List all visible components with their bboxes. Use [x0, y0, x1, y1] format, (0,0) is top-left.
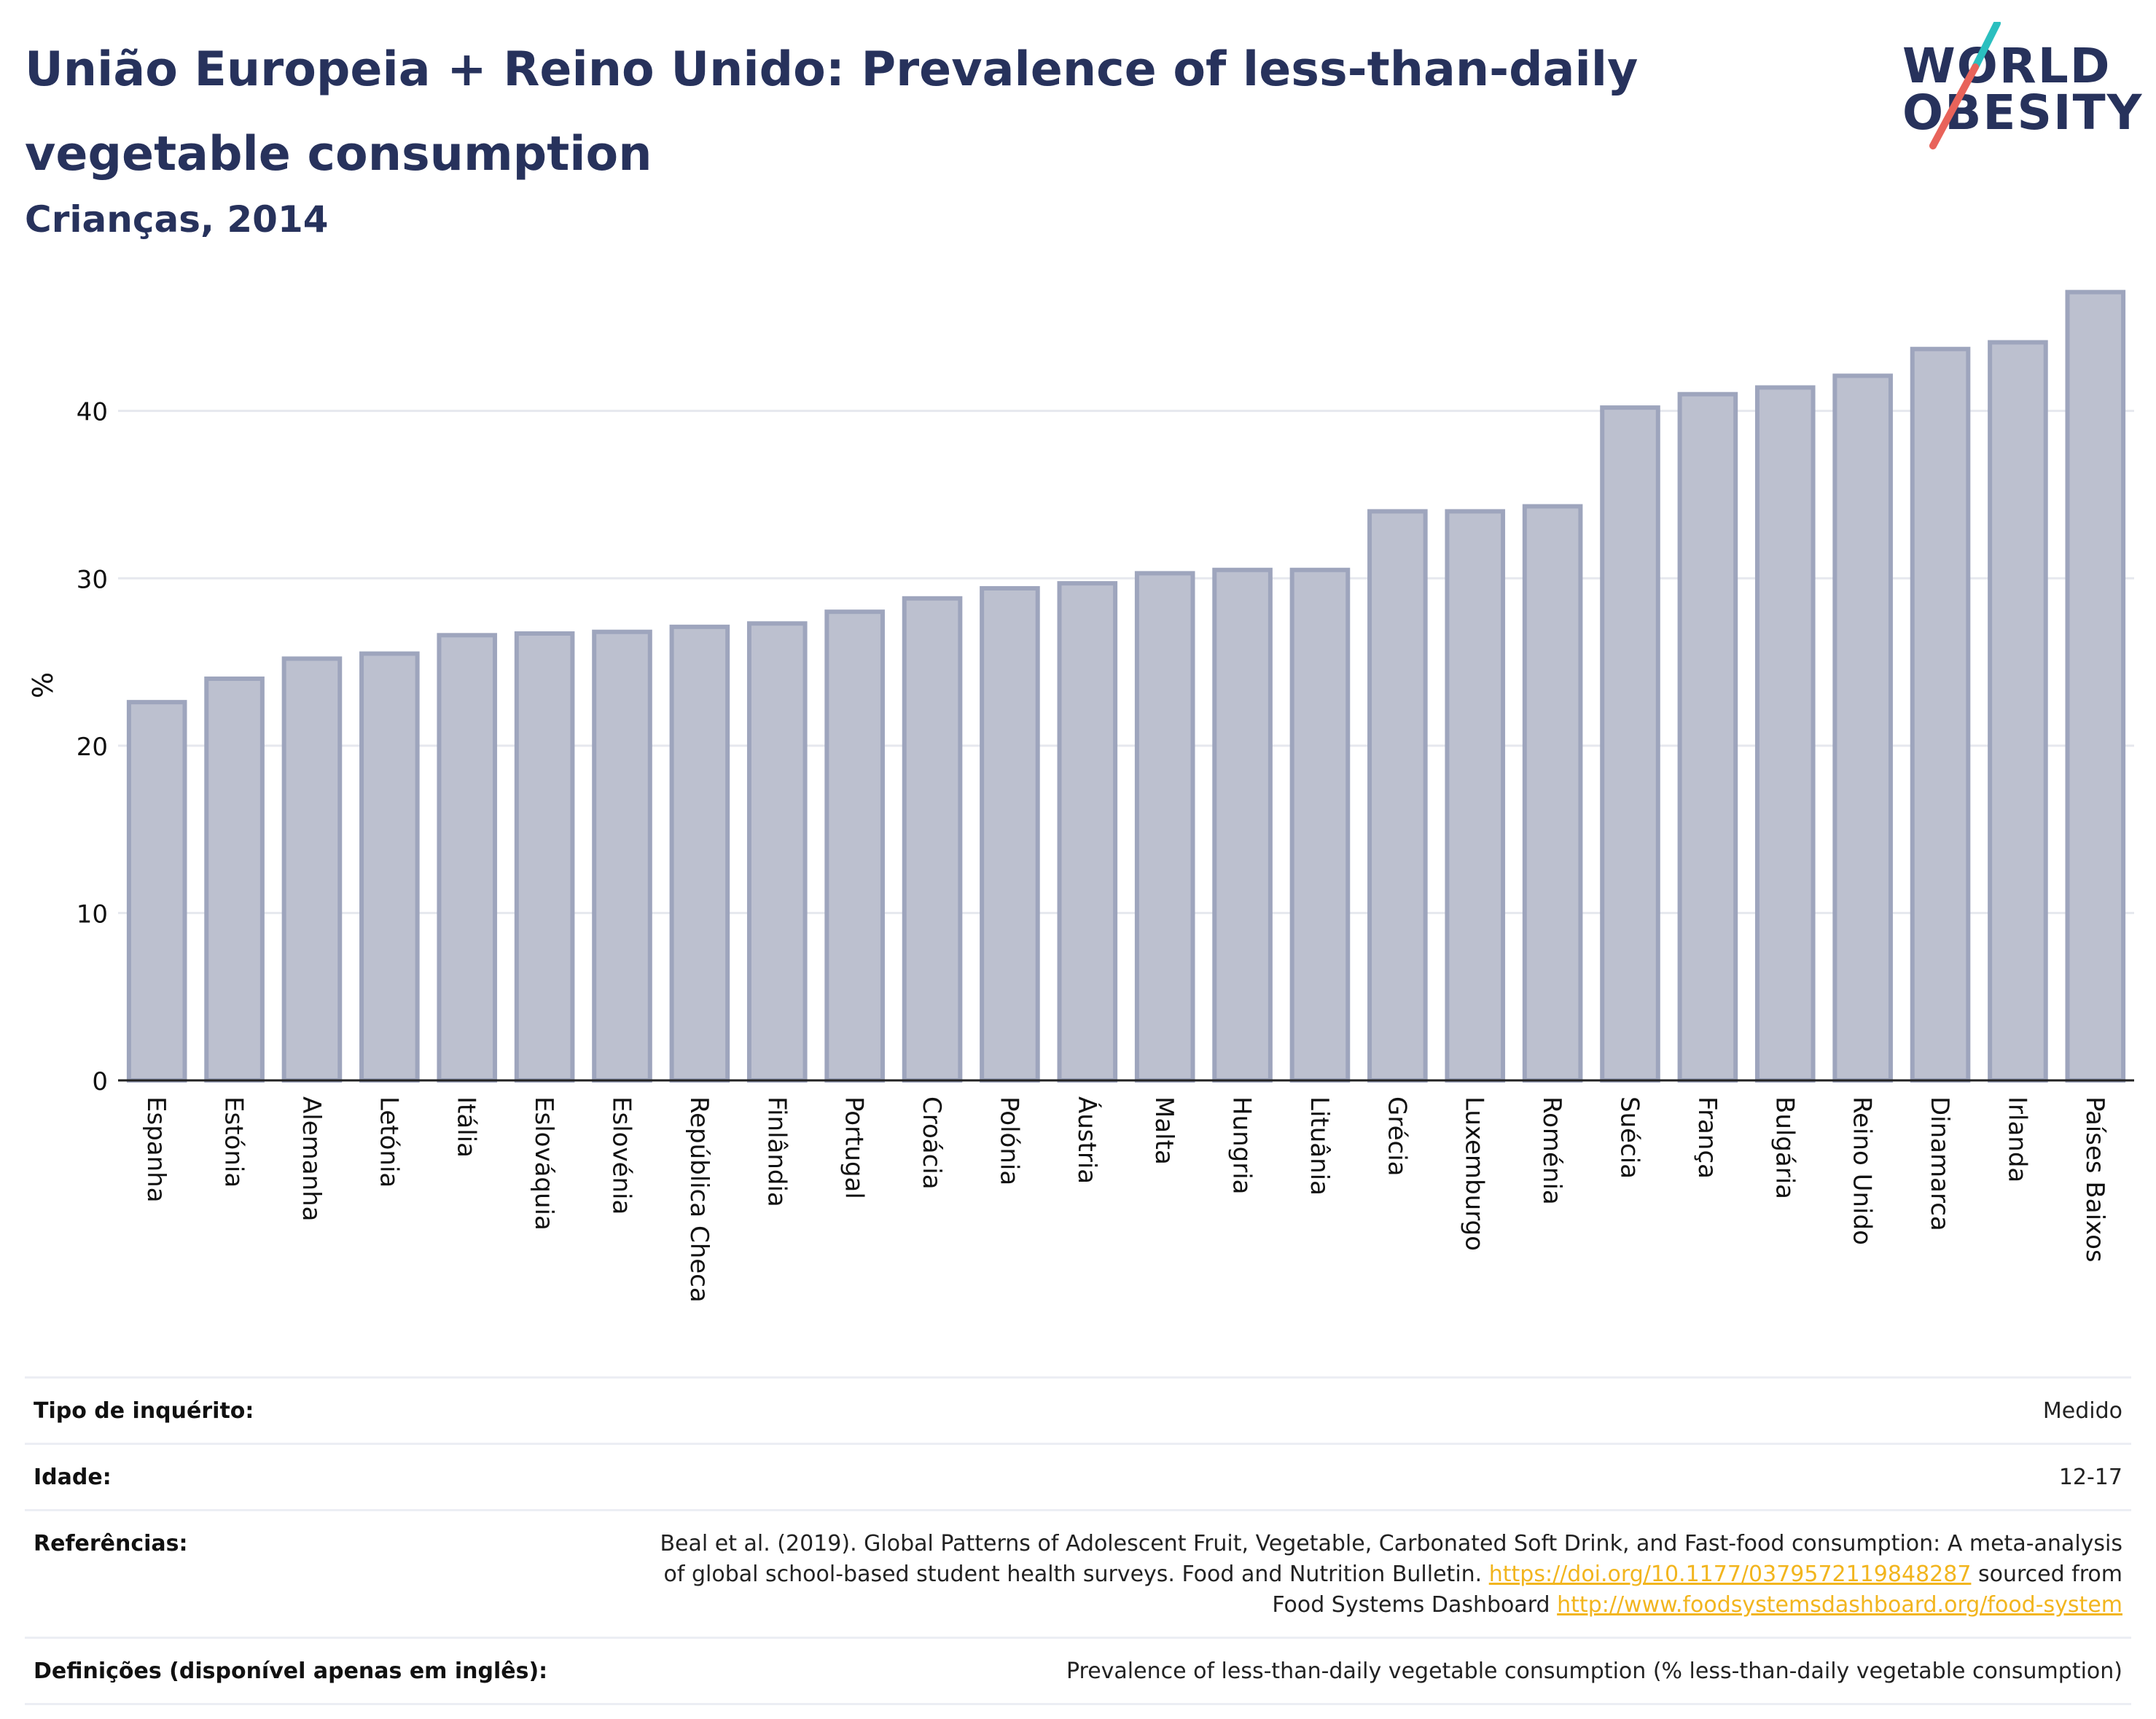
doi-link[interactable]: https://doi.org/10.1177/0379572119848287	[1488, 1562, 1972, 1587]
x-tick-label: França	[1692, 1096, 1722, 1179]
x-tick-label: República Checa	[684, 1096, 714, 1303]
bar[interactable]	[902, 596, 963, 1083]
bar[interactable]	[669, 624, 730, 1083]
x-tick-label: Croácia	[917, 1096, 946, 1190]
y-tick-label: 20	[77, 733, 108, 762]
meta-value-references: Beal et al. (2019). Global Patterns of A…	[625, 1509, 2131, 1639]
chart-title: União Europeia + Reino Unido: Prevalence…	[25, 42, 1639, 182]
bar[interactable]	[126, 700, 187, 1083]
y-tick-label: 40	[77, 398, 108, 427]
meta-value: 12-17	[625, 1443, 2131, 1511]
x-tick-label: Eslováquia	[529, 1096, 558, 1231]
bar[interactable]	[281, 656, 343, 1083]
bar[interactable]	[1677, 391, 1738, 1083]
bar[interactable]	[2065, 289, 2126, 1083]
x-tick-label: Polónia	[994, 1096, 1023, 1185]
y-tick-label: 0	[92, 1067, 108, 1096]
logo-word-world: WORLD	[1902, 38, 2112, 94]
meta-row-references: Referências: Beal et al. (2019). Global …	[25, 1509, 2131, 1639]
x-tick-label: Dinamarca	[1925, 1096, 1954, 1231]
bar[interactable]	[1988, 340, 2048, 1083]
y-tick-label: 10	[77, 900, 108, 929]
bar[interactable]	[1134, 571, 1195, 1083]
x-tick-label: Malta	[1149, 1096, 1179, 1165]
bar[interactable]	[1445, 509, 1506, 1083]
meta-label: Tipo de inquérito:	[25, 1376, 625, 1445]
bar[interactable]	[437, 633, 498, 1083]
bar[interactable]	[1057, 581, 1118, 1083]
x-tick-label: Estónia	[219, 1096, 249, 1188]
bar[interactable]	[359, 651, 420, 1083]
meta-row-definitions: Definições (disponível apenas em inglês)…	[25, 1637, 2131, 1705]
bar[interactable]	[1212, 567, 1273, 1083]
x-tick-label: Bulgária	[1770, 1096, 1799, 1199]
x-tick-label: Lituânia	[1305, 1096, 1334, 1196]
bar[interactable]	[204, 677, 265, 1083]
food-systems-link[interactable]: http://www.foodsystemsdashboard.org/food…	[1557, 1592, 2122, 1618]
bar[interactable]	[1832, 373, 1893, 1083]
bar[interactable]	[980, 586, 1040, 1083]
x-tick-label: Eslovénia	[607, 1096, 636, 1215]
x-tick-label: Luxemburgo	[1460, 1096, 1489, 1251]
meta-label: Definições (disponível apenas em inglês)…	[25, 1637, 625, 1705]
meta-label: Idade:	[25, 1443, 625, 1511]
x-tick-label: Países Baixos	[2080, 1096, 2109, 1263]
world-obesity-logo: WORLD OBESITY	[1902, 22, 2143, 160]
x-tick-label: Áustria	[1072, 1096, 1102, 1184]
bar[interactable]	[592, 629, 652, 1083]
x-tick-label: Irlanda	[2002, 1096, 2031, 1182]
y-tick-label: 30	[77, 565, 108, 594]
x-tick-label: Hungria	[1227, 1096, 1257, 1195]
bar[interactable]	[824, 609, 885, 1083]
bar[interactable]	[1910, 346, 1971, 1083]
bar-chart: 0 10 20 30 40 Espanha Estónia Alemanha Letónia It…	[27, 289, 2134, 1303]
bar[interactable]	[1754, 385, 1816, 1083]
x-tick-label: Finlândia	[762, 1096, 791, 1207]
bar[interactable]	[514, 631, 575, 1083]
bar[interactable]	[1600, 405, 1660, 1083]
chart-subtitle: Crianças, 2014	[25, 198, 329, 241]
x-tick-label: Alemanha	[297, 1096, 326, 1222]
reference-text: Beal et al. (2019). Global Patterns of A…	[660, 1531, 2122, 1587]
metadata-table: Tipo de inquérito: Medido Idade: 12-17 R…	[25, 1376, 2131, 1705]
bar[interactable]	[1522, 504, 1583, 1083]
grid-lines	[118, 410, 2134, 914]
meta-row-age: Idade: 12-17	[25, 1443, 2131, 1511]
meta-row-survey-type: Tipo de inquérito: Medido	[25, 1376, 2131, 1445]
x-tick-label: Suécia	[1615, 1096, 1644, 1179]
bar[interactable]	[746, 621, 808, 1083]
reference-source-text: sourced from Food Systems Dashboard	[1272, 1562, 2122, 1618]
axes: 0 10 20 30 40 Espanha Estónia Alemanha Letónia It…	[77, 398, 2134, 1303]
x-tick-label: Letónia	[374, 1096, 403, 1188]
logo-slash-icon	[1929, 22, 2001, 149]
bar[interactable]	[1289, 567, 1351, 1083]
x-tick-label: Roménia	[1537, 1096, 1566, 1205]
bar[interactable]	[1367, 509, 1428, 1083]
meta-value: Medido	[625, 1376, 2131, 1445]
x-tick-label: Reino Unido	[1848, 1096, 1877, 1245]
x-tick-label: Portugal	[840, 1096, 869, 1199]
meta-value: Prevalence of less-than-daily vegetable …	[625, 1637, 2131, 1705]
x-tick-label: Espanha	[141, 1096, 171, 1203]
meta-label: Referências:	[25, 1509, 625, 1639]
x-tick-label: Grécia	[1382, 1096, 1411, 1176]
y-axis-label: %	[27, 672, 59, 698]
x-tick-label: Itália	[452, 1096, 481, 1158]
